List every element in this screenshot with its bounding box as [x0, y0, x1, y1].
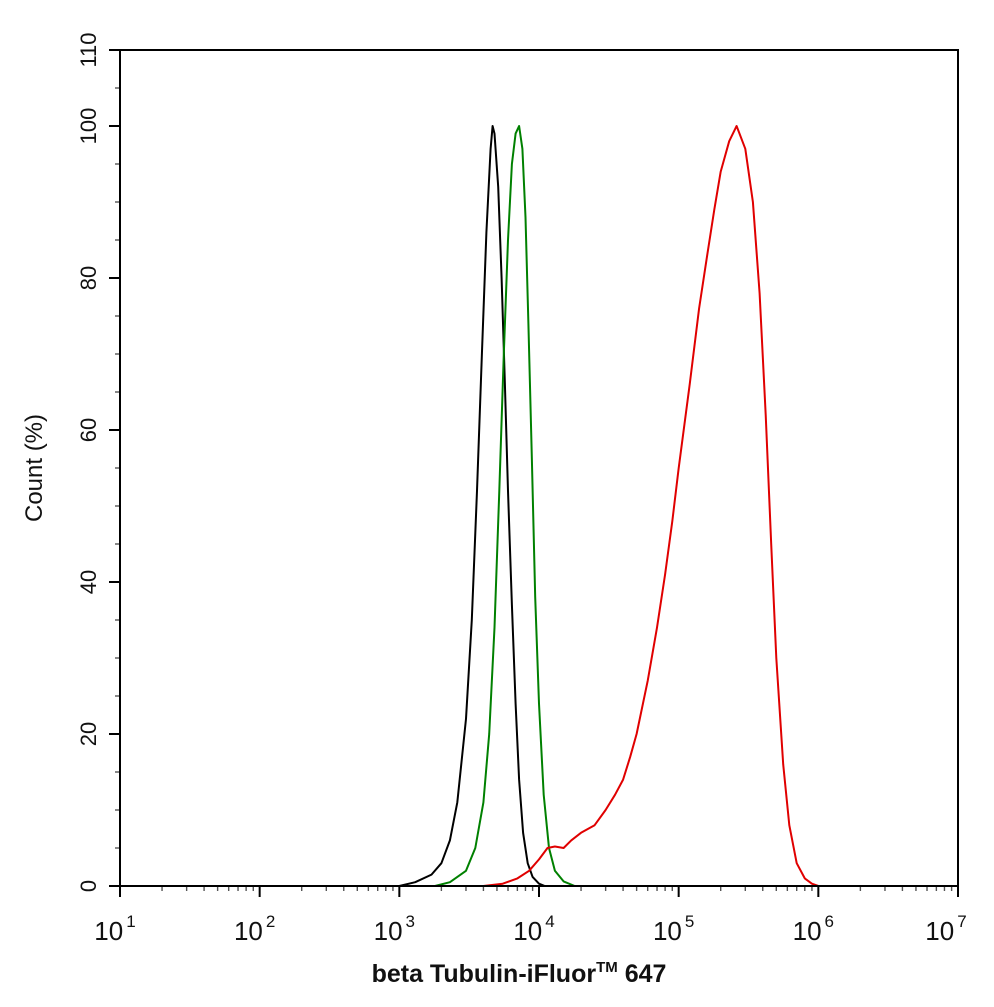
- x-axis-label-suffix: 647: [618, 960, 667, 988]
- x-axis-label-main: beta Tubulin-iFluor: [372, 960, 597, 988]
- x-tick-label: 10 2: [234, 912, 275, 946]
- y-tick-label: 110: [76, 32, 101, 67]
- x-tick-exponent: 3: [406, 912, 415, 931]
- x-tick-label: 10 7: [925, 912, 966, 946]
- y-tick-label: 80: [76, 266, 101, 290]
- x-tick-base: 10: [374, 916, 403, 946]
- x-tick-label: 10 4: [513, 912, 554, 946]
- x-tick-base: 10: [513, 916, 542, 946]
- x-tick-exponent: 6: [825, 912, 834, 931]
- y-tick-label: 60: [76, 418, 101, 442]
- plot-frame: [119, 49, 959, 887]
- y-tick-label: 100: [76, 108, 101, 145]
- x-axis-label: beta Tubulin-iFluorTM 647: [372, 959, 667, 988]
- series-line-3: [483, 125, 819, 887]
- series-group: [399, 125, 819, 887]
- x-tick-exponent: 1: [126, 912, 135, 931]
- x-tick-label: 10 3: [374, 912, 415, 946]
- x-tick-exponent: 2: [266, 912, 275, 931]
- x-tick-exponent: 4: [545, 912, 554, 931]
- x-axis-label-superscript: TM: [596, 959, 618, 976]
- x-tick-label: 10 1: [94, 912, 135, 946]
- series-line-2: [434, 125, 576, 887]
- x-tick-label: 10 5: [653, 912, 694, 946]
- x-tick-base: 10: [94, 916, 123, 946]
- y-tick-label: 40: [76, 570, 101, 594]
- y-tick-label: 20: [76, 722, 101, 746]
- x-tick-exponent: 7: [957, 912, 966, 931]
- x-tick-base: 10: [925, 916, 954, 946]
- x-tick-exponent: 5: [685, 912, 694, 931]
- x-tick-base: 10: [234, 916, 263, 946]
- series-line-1: [399, 125, 546, 887]
- x-tick-label: 10 6: [793, 912, 834, 946]
- x-tick-base: 10: [793, 916, 822, 946]
- axis-ticks: [109, 49, 959, 897]
- y-axis-label: Count (%): [21, 414, 48, 522]
- y-tick-label: 0: [76, 880, 101, 892]
- x-tick-base: 10: [653, 916, 682, 946]
